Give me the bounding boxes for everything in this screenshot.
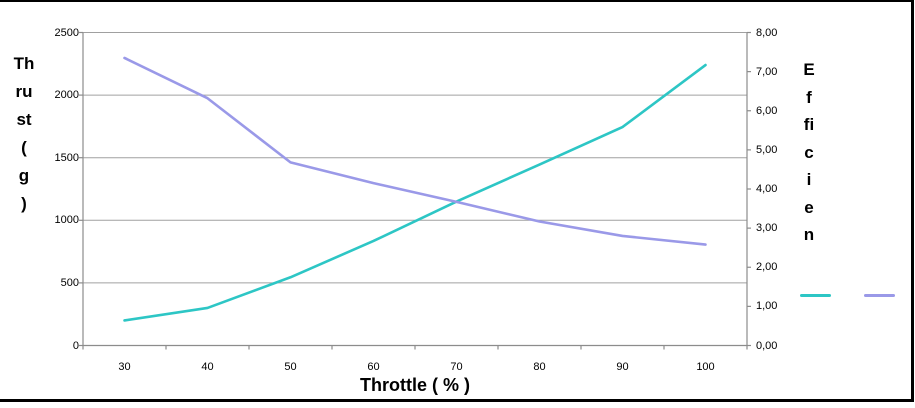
x-axis-title: Throttle ( % ): [360, 375, 470, 395]
x-tick-label: 90: [616, 361, 629, 373]
legend-thrust-line-sample: [800, 294, 831, 297]
y-left-tick-label: 500: [60, 276, 79, 289]
x-tick-label: 30: [118, 361, 131, 373]
y-left-tick-label: 1000: [54, 214, 79, 227]
x-tick-label: 60: [367, 361, 380, 373]
y-left-tick-label: 1500: [54, 151, 79, 164]
y-right-tick-label: 6,00: [756, 104, 778, 117]
legend-efficiency-line-sample: [864, 294, 895, 297]
x-tick-label: 80: [533, 361, 546, 373]
x-tick-label: 100: [696, 361, 715, 373]
y-right-tick-label: 3,00: [756, 222, 778, 235]
x-tick-label: 70: [450, 361, 463, 373]
y-right-tick-label: 1,00: [756, 300, 778, 313]
efficiency-line-series: [123, 56, 707, 246]
y-left-tick-label: 2500: [54, 26, 79, 39]
y-right-tick-label: 0,00: [756, 339, 778, 352]
y-right-tick-label: 5,00: [756, 143, 778, 156]
y-axis-left-label: Th ru st ( g ): [13, 54, 35, 213]
window-frame-bottom: [0, 399, 914, 402]
y-right-tick-label: 7,00: [756, 65, 778, 78]
y-left-tick-label: 0: [72, 339, 79, 352]
y-right-tick-label: 8,00: [756, 26, 778, 39]
thrust-line-series: [123, 63, 707, 322]
y-left-tick-label: 2000: [54, 89, 79, 102]
x-tick-label: 40: [201, 361, 214, 373]
window-frame-top: [0, 0, 913, 2]
window-frame-right: [911, 0, 914, 402]
y-axis-right-label: E f fi c i e n: [803, 60, 815, 244]
y-right-tick-label: 2,00: [756, 261, 778, 274]
y-right-tick-label: 4,00: [756, 183, 778, 195]
x-tick-label: 50: [284, 361, 297, 373]
